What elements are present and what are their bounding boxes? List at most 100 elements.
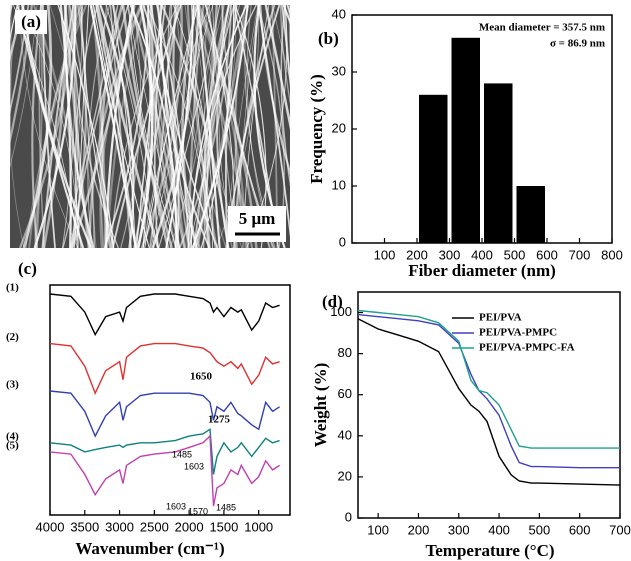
x-tick-label: 800 — [601, 247, 623, 262]
fiber — [142, 5, 211, 248]
scale-bar-box — [228, 206, 286, 242]
fiber — [150, 5, 201, 248]
fiber — [88, 5, 143, 248]
fiber — [173, 5, 190, 248]
fiber — [96, 5, 160, 248]
fiber — [98, 5, 108, 248]
fiber — [149, 5, 177, 248]
fiber — [153, 5, 166, 248]
annotation: 1650 — [190, 371, 213, 383]
fiber — [10, 5, 12, 174]
annotation: 1603 — [166, 501, 186, 511]
legend-label: PEI/PVA — [479, 312, 522, 324]
fiber — [264, 5, 290, 130]
fiber — [202, 5, 230, 248]
series-line — [49, 390, 280, 438]
fiber — [257, 5, 290, 238]
fiber — [158, 5, 221, 248]
sem-image — [10, 5, 290, 248]
x-tick-label: 400 — [488, 522, 510, 537]
fiber — [41, 5, 75, 248]
fiber — [22, 5, 79, 248]
fiber — [136, 5, 154, 248]
x-tick-label: 2500 — [140, 519, 169, 534]
series-line — [357, 313, 620, 469]
plot-frame — [357, 291, 621, 519]
plot-frame — [49, 284, 291, 516]
x-tick-label: 100 — [374, 247, 396, 262]
fiber — [59, 5, 72, 248]
fiber — [150, 5, 214, 248]
x-tick-label: 700 — [569, 247, 591, 262]
x-tick-label: 300 — [448, 522, 470, 537]
fiber — [42, 5, 67, 248]
panel-label-box — [15, 10, 47, 34]
annotation: 1570 — [188, 506, 208, 516]
bar — [484, 83, 513, 244]
fiber — [280, 5, 290, 187]
fiber — [283, 5, 290, 88]
fiber — [191, 5, 216, 248]
fiber — [128, 5, 177, 248]
bar — [451, 37, 480, 243]
series-label: (4) — [6, 430, 19, 442]
fiber — [10, 5, 25, 248]
fiber — [140, 5, 183, 248]
fiber — [61, 5, 76, 248]
y-tick-label: 40 — [338, 427, 352, 442]
fiber — [10, 5, 25, 63]
fiber — [69, 5, 129, 248]
x-tick-label: 3000 — [105, 519, 134, 534]
fiber — [279, 5, 290, 105]
fiber — [203, 5, 231, 248]
fiber — [99, 5, 144, 248]
x-tick-label: 500 — [504, 247, 526, 262]
y-tick-label: 0 — [345, 509, 352, 524]
x-tick-label: 4000 — [36, 519, 65, 534]
fiber — [110, 5, 179, 248]
fiber — [49, 5, 97, 248]
fiber — [197, 5, 221, 248]
legend-label: PEI/PVA-PMPC — [479, 327, 557, 339]
x-axis-label: Fiber diameter (nm) — [408, 261, 556, 280]
fiber — [112, 5, 136, 248]
fiber — [38, 5, 46, 248]
y-tick-label: 100 — [330, 304, 352, 319]
annotation: 1485 — [216, 502, 236, 512]
annotation: 1603 — [184, 461, 204, 471]
y-axis-label: Weight (%) — [311, 363, 330, 448]
fiber — [104, 5, 135, 248]
y-axis-label: Frequency (%) — [307, 74, 326, 184]
x-axis-label: Temperature (°C) — [425, 541, 554, 560]
fiber — [10, 5, 13, 19]
series-label: (2) — [6, 331, 19, 343]
fiber — [288, 5, 290, 60]
x-tick-label: 200 — [408, 522, 430, 537]
fiber — [19, 5, 79, 248]
panel-label: (d) — [322, 292, 343, 311]
y-tick-label: 60 — [338, 386, 352, 401]
annotation: 1485 — [172, 449, 192, 459]
fiber — [173, 5, 214, 248]
annotation: 1275 — [208, 414, 231, 426]
series-line — [357, 309, 620, 449]
y-tick-label: 10 — [332, 177, 346, 192]
annotation: Mean diameter = 357.5 nm — [479, 22, 605, 34]
fiber — [10, 5, 18, 42]
x-tick-label: 1000 — [244, 519, 273, 534]
x-tick-label: 3500 — [70, 519, 99, 534]
series-label: (1) — [6, 282, 19, 294]
y-tick-label: 20 — [332, 120, 346, 135]
y-tick-label: 20 — [338, 468, 352, 483]
x-tick-label: 600 — [569, 522, 591, 537]
x-tick-label: 600 — [536, 247, 558, 262]
fiber — [190, 5, 248, 248]
x-axis-label: Wavenumber (cm⁻¹) — [75, 539, 224, 558]
series-line — [49, 342, 280, 395]
fiber — [169, 5, 217, 248]
y-tick-label: 0 — [339, 234, 346, 249]
scale-bar-label: 5 μm — [239, 209, 276, 228]
fiber — [194, 5, 247, 248]
annotation: σ = 86.9 nm — [550, 38, 605, 50]
fiber — [133, 5, 180, 248]
